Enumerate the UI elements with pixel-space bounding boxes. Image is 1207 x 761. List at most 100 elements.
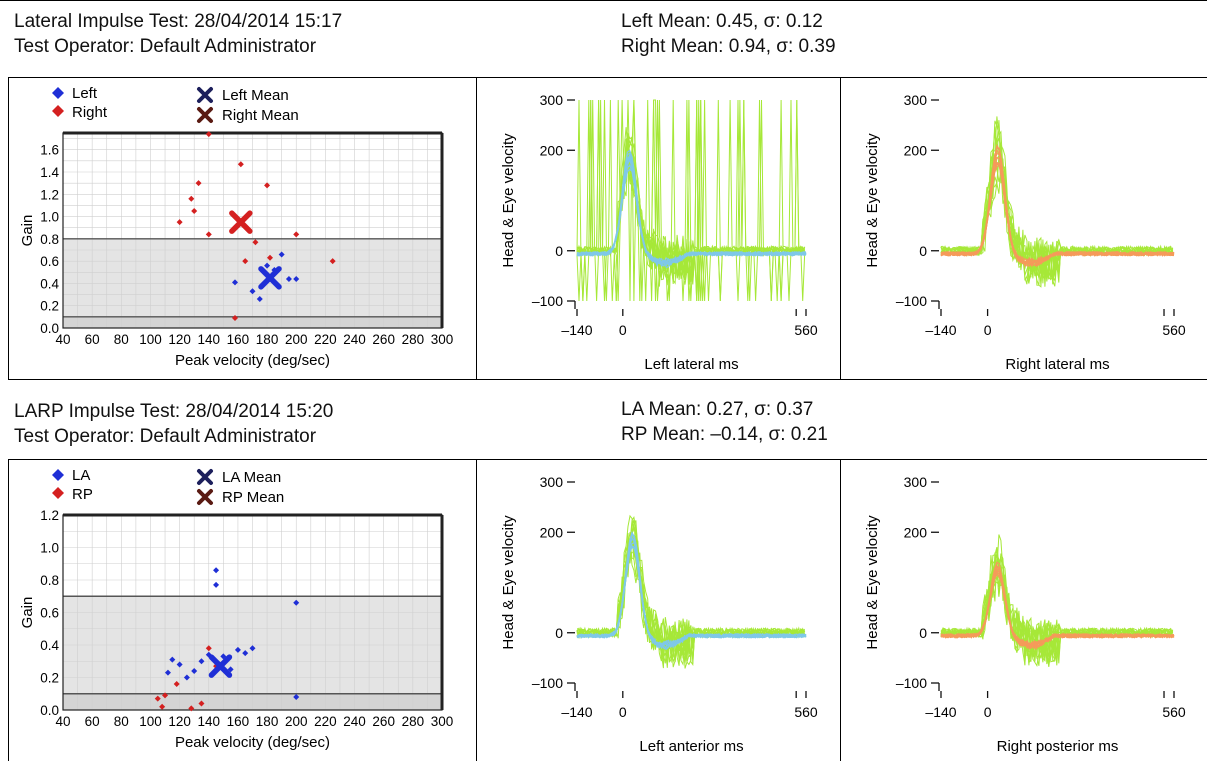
data-point-b (195, 180, 202, 187)
data-point-b (159, 703, 166, 710)
legend-a-mean-marker (197, 87, 213, 103)
legend-a-mean-label: Left Mean (222, 87, 289, 104)
x-tick-label: 100 (139, 714, 162, 729)
legend-b-mean-marker (197, 489, 213, 505)
head-velocity-trace (576, 520, 806, 663)
larp-stat-1: LA Mean: 0.27, σ: 0.37 (621, 399, 814, 420)
left-anterior-trace-chart: 300 200 0 –100 –140 0 560 Head & Eye velocity Le… (500, 474, 818, 755)
head-velocity-trace (576, 516, 805, 669)
data-point-a (249, 288, 256, 295)
x-tick-label: –140 (925, 322, 956, 338)
data-point-b (191, 208, 198, 214)
x-tick-label: 180 (256, 714, 279, 729)
y-axis-label: Gain (19, 215, 36, 247)
y-axis-label: Head & Eye velocity (864, 515, 881, 650)
larp-divider-2 (840, 459, 841, 761)
legend-a-mean-marker (197, 469, 213, 485)
x-axis-label: Right lateral ms (1005, 356, 1109, 373)
x-axis-label: Left anterior ms (639, 738, 743, 755)
data-point-a (293, 599, 300, 606)
data-point-a (264, 262, 271, 269)
lateral-stat-2: Right Mean: 0.94, σ: 0.39 (621, 36, 836, 57)
y-tick-label: 1.0 (40, 541, 59, 556)
legend-a-marker (52, 87, 64, 99)
x-tick-label: 200 (285, 714, 308, 729)
x-tick-label: 100 (139, 332, 162, 347)
y-tick-label: –100 (896, 675, 927, 691)
x-tick-label: 140 (198, 332, 221, 347)
y-tick-label: 1.4 (40, 165, 59, 180)
x-tick-label: 240 (343, 714, 366, 729)
data-point-a (249, 645, 256, 652)
data-point-b (205, 645, 212, 652)
data-point-b (198, 700, 205, 707)
x-tick-label: 0 (619, 704, 627, 720)
legend-b-mean-label: RP Mean (222, 489, 284, 506)
data-point-b (176, 219, 183, 226)
x-tick-label: 160 (227, 332, 250, 347)
data-point-b (173, 681, 180, 687)
y-tick-label: 0 (919, 243, 927, 259)
data-point-a (213, 567, 220, 574)
data-point-a (293, 275, 300, 282)
lateral-panel-left (8, 77, 9, 380)
legend-a-label: LA (72, 467, 90, 484)
y-tick-label: 300 (904, 474, 928, 490)
lateral-test-title: Lateral Impulse Test: 28/04/2014 15:17 (14, 11, 343, 32)
y-tick-label: –100 (532, 675, 563, 691)
x-tick-label: 280 (402, 332, 425, 347)
y-tick-label: 300 (540, 474, 564, 490)
head-velocity-trace (576, 99, 806, 302)
head-velocity-trace (940, 552, 1174, 667)
y-tick-label: –100 (896, 293, 927, 309)
y-tick-label: 300 (540, 92, 564, 108)
data-point-a (242, 650, 249, 657)
lateral-divider-2 (840, 77, 841, 380)
head-velocity-trace (576, 99, 806, 302)
lateral-gain-scatter: Left Right Left Mean Right Mean 0.0 0.2 0.4 0.6… (19, 85, 453, 369)
data-point-b (264, 182, 271, 189)
data-point-b (188, 705, 195, 712)
y-tick-label: 0.0 (40, 703, 59, 718)
x-tick-label: 120 (168, 332, 191, 347)
data-point-b (252, 239, 259, 246)
data-point-b (293, 231, 300, 238)
head-velocity-trace (576, 540, 806, 668)
data-point-b (329, 258, 336, 265)
legend-b-marker (52, 105, 64, 117)
data-point-b (232, 314, 239, 321)
y-tick-label: 0.0 (40, 321, 59, 336)
x-tick-label: 560 (794, 322, 818, 338)
x-tick-label: 260 (372, 332, 395, 347)
head-velocity-trace (576, 543, 806, 666)
y-axis-label: Gain (19, 597, 36, 629)
data-point-a (164, 669, 171, 676)
x-tick-label: 260 (372, 714, 395, 729)
head-velocity-trace (940, 156, 1174, 284)
legend-b-label: RP (72, 486, 93, 503)
y-tick-label: 0.8 (40, 573, 59, 588)
larp-gain-scatter: LA RP LA Mean RP Mean 0.0 0.2 0.4 0.6 0.8 1.0 1.2 4… (19, 467, 454, 751)
eye-velocity-trace (576, 532, 807, 649)
y-tick-label: 1.2 (40, 187, 59, 202)
x-tick-label: 140 (198, 714, 221, 729)
y-tick-label: 0.4 (40, 638, 59, 653)
x-tick-label: 560 (1162, 322, 1186, 338)
head-velocity-trace (576, 522, 806, 666)
data-point-a (256, 296, 263, 303)
x-tick-label: 200 (285, 332, 308, 347)
legend-a-marker (52, 469, 64, 481)
x-axis-label: Peak velocity (deg/sec) (175, 352, 330, 369)
eye-velocity-trace (576, 165, 807, 265)
mean-marker-a (258, 266, 282, 290)
x-tick-label: 240 (343, 332, 366, 347)
x-tick-label: –140 (925, 704, 956, 720)
x-tick-label: 80 (114, 714, 129, 729)
head-velocity-trace (576, 535, 805, 664)
lateral-stat-1: Left Mean: 0.45, σ: 0.12 (621, 11, 823, 32)
mean-marker-a (208, 654, 233, 678)
x-tick-label: 300 (431, 714, 454, 729)
y-tick-label: 0.2 (40, 671, 59, 686)
data-point-b (205, 131, 212, 138)
head-velocity-trace (576, 519, 805, 669)
